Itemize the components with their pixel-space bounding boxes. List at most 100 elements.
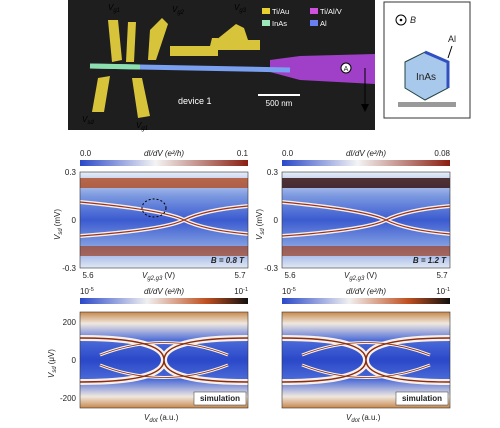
colorbar — [80, 298, 248, 304]
symbol: V — [172, 5, 178, 14]
legend-label: Ti/Al/V — [320, 7, 342, 16]
x-tick-label: 5.6 — [82, 271, 94, 280]
highlight-circle — [141, 198, 167, 218]
y-tick-label: -200 — [60, 394, 77, 403]
device-name: device 1 — [178, 96, 212, 106]
band — [282, 246, 450, 256]
legend-swatch — [310, 8, 318, 14]
exponent: -5 — [291, 287, 296, 293]
subscript: g3 — [239, 8, 246, 14]
crossing — [281, 201, 451, 237]
crossing — [79, 201, 249, 237]
legend-label: Ti/Au — [272, 7, 289, 16]
band — [80, 178, 248, 188]
tag-label: simulation — [402, 394, 442, 403]
unit: (mV) — [255, 209, 264, 227]
probe-circle — [340, 62, 352, 74]
colorbar-label: dI/dV (e²/h) — [144, 149, 184, 158]
legend-swatch — [310, 20, 318, 26]
unit: (μV) — [47, 349, 56, 365]
colorbar-max: 10-1 — [234, 287, 248, 296]
symbol: V — [53, 234, 62, 240]
base: 10 — [282, 287, 291, 296]
y-tick-label: 0 — [72, 356, 77, 365]
colorbar — [80, 160, 248, 166]
al-pointer — [447, 45, 453, 59]
tag-box — [193, 391, 247, 406]
resonance — [79, 359, 249, 383]
colorbar-max: 0.08 — [434, 149, 450, 158]
gate-label: Vg1 — [136, 121, 148, 132]
al-shell — [424, 50, 450, 88]
colorbar-min: 0.0 — [282, 149, 294, 158]
symbol: V — [108, 3, 114, 12]
symbol: V — [142, 271, 148, 280]
colorbar-min: 10-5 — [80, 287, 94, 296]
x-tick-label: 5.7 — [234, 271, 246, 280]
lead — [270, 54, 375, 84]
scale-bar-label: 500 nm — [266, 99, 293, 108]
base: 10 — [436, 287, 445, 296]
arrow-head — [361, 104, 369, 112]
resonance — [301, 342, 431, 378]
inset-field: B — [410, 15, 416, 25]
symbol: V — [234, 3, 240, 12]
base: 10 — [80, 287, 89, 296]
field-dot — [399, 18, 403, 22]
probe-label: A — [344, 66, 349, 73]
unit: (a.u.) — [160, 413, 179, 422]
y-label: Vsd(μV) — [47, 349, 58, 378]
colorbar-label: dI/dV (e²/h) — [346, 149, 386, 158]
x-tick-label: 5.7 — [436, 271, 448, 280]
gate-label: Vg1 — [108, 3, 120, 14]
band — [282, 178, 450, 188]
symbol: V — [47, 372, 56, 378]
frame — [79, 311, 249, 409]
legend-label: InAs — [272, 19, 287, 28]
legend-swatch — [262, 20, 270, 26]
gate-label: Vg3 — [234, 3, 247, 14]
exponent: -1 — [243, 287, 248, 293]
subscript: sd — [260, 228, 266, 235]
y-label: Vsd(mV) — [53, 209, 64, 240]
subscript: g1 — [113, 8, 120, 14]
colorbar-max: 10-1 — [436, 287, 450, 296]
unit: (V) — [164, 271, 175, 280]
symbol: V — [136, 121, 142, 130]
symbol: V — [346, 413, 352, 422]
colorbar-max: 0.1 — [237, 149, 249, 158]
symbol: V — [82, 115, 88, 124]
colorbar — [282, 298, 450, 304]
subscript: g2,g3 — [147, 276, 163, 282]
x-label: Vg2,g3 (V) — [344, 271, 377, 282]
colorbar-min: 0.0 — [80, 149, 92, 158]
y-tick-label: 0 — [72, 216, 77, 225]
legend-swatch — [262, 8, 270, 14]
colorbar-label: dI/dV (e²/h) — [144, 287, 184, 296]
exponent: -5 — [89, 287, 94, 293]
heatmap — [79, 311, 249, 409]
resonance — [281, 359, 451, 383]
y-tick-label: 0.3 — [267, 168, 279, 177]
subscript: g2,g3 — [349, 276, 365, 282]
y-tick-label: 200 — [63, 318, 77, 327]
inset-shell: Al — [448, 34, 456, 44]
x-label: Vdot (a.u.) — [346, 413, 381, 424]
exponent: -1 — [445, 287, 450, 293]
heatmap — [79, 171, 249, 269]
frame — [281, 171, 451, 269]
legend-label: Al — [320, 19, 327, 28]
subscript: dot — [351, 418, 360, 424]
gate-label: Vsd — [82, 115, 94, 126]
subscript: sd — [87, 120, 94, 126]
y-tick-label: 0.3 — [65, 168, 77, 177]
subscript: g1 — [141, 126, 148, 132]
frame — [281, 311, 451, 409]
y-tick-label: -0.3 — [62, 264, 76, 273]
colorbar-label: dI/dV (e²/h) — [346, 287, 386, 296]
y-label: Vsd(mV) — [255, 209, 266, 240]
y-tick-label: 0 — [274, 216, 279, 225]
band — [80, 246, 248, 256]
